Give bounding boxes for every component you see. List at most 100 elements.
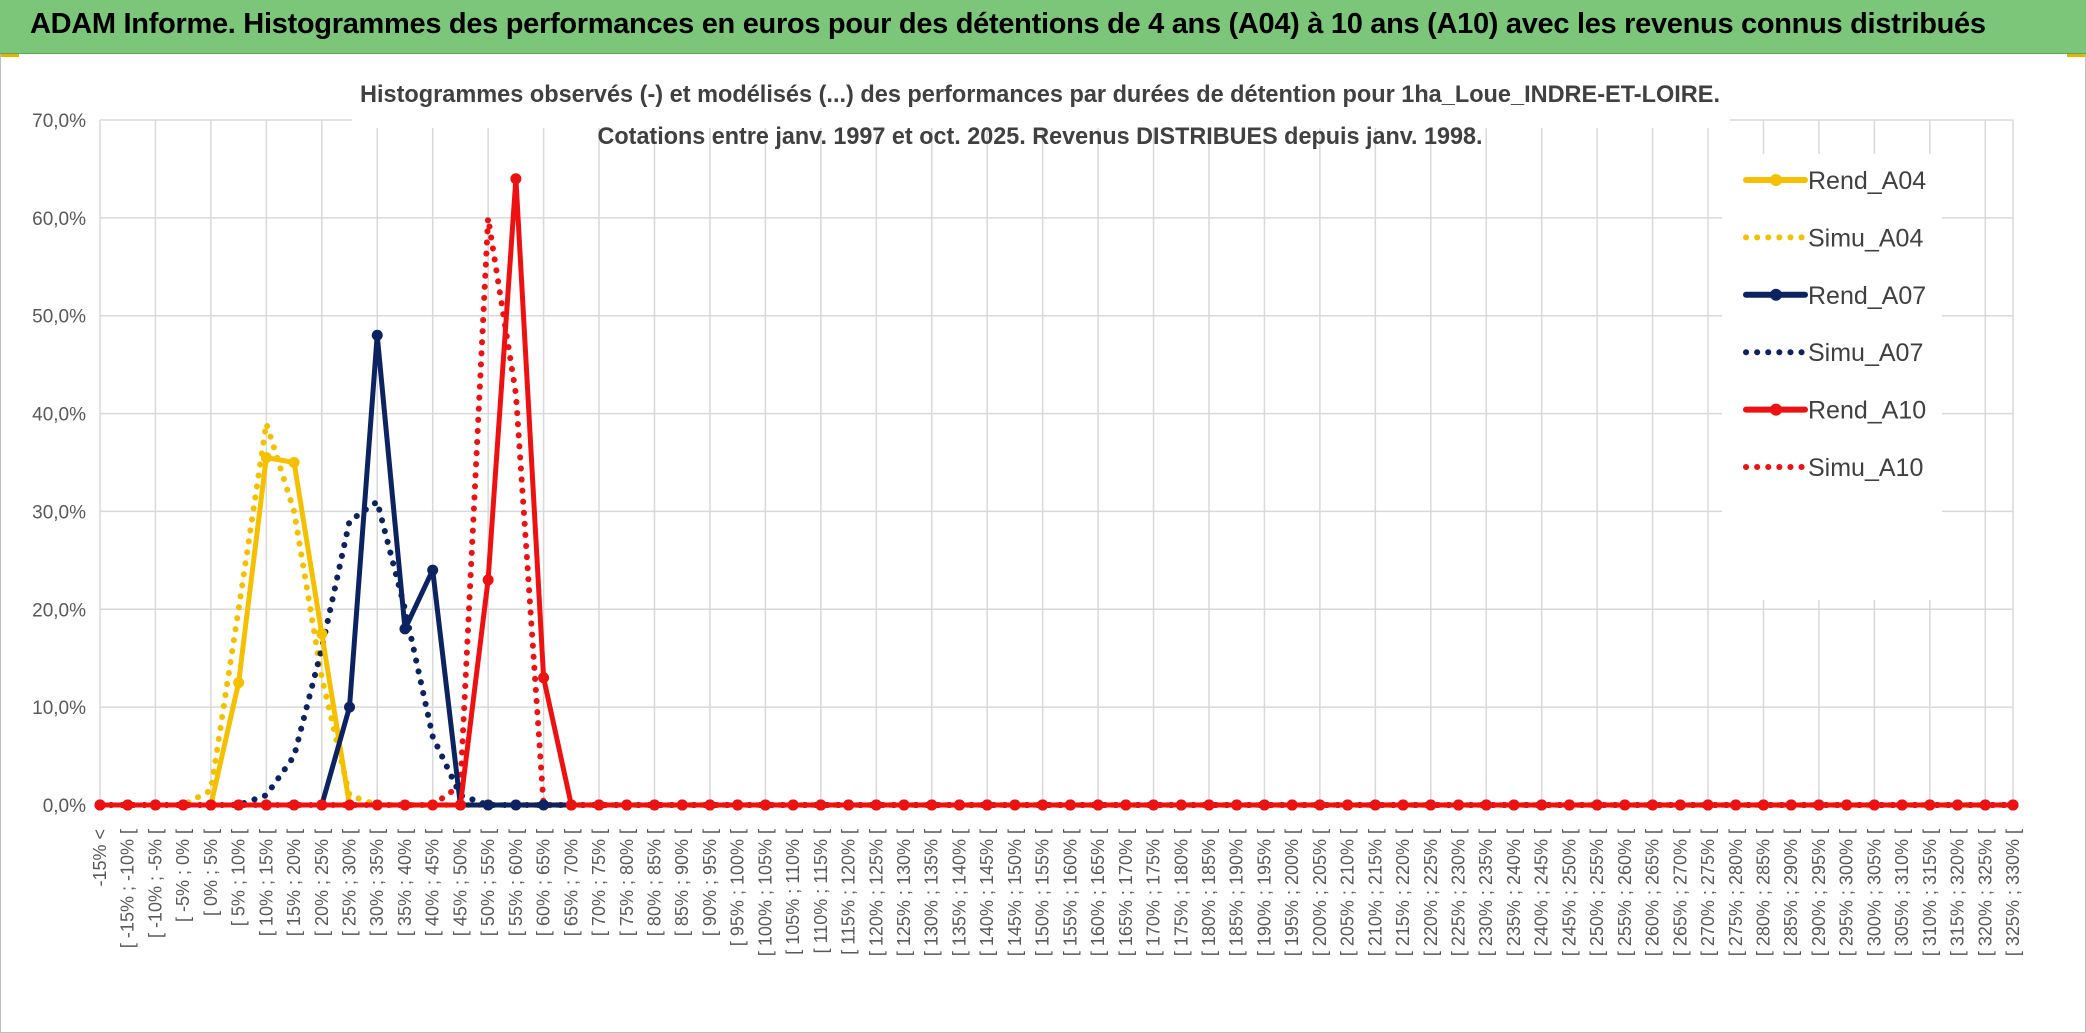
data-point: [1841, 799, 1853, 811]
data-point: [122, 799, 134, 811]
data-point: [1203, 799, 1215, 811]
data-point: [1785, 799, 1797, 811]
x-tick-label: [ 320% ; 325% [: [1975, 829, 1995, 956]
x-tick-label: [ 195% ; 200% [: [1282, 829, 1302, 956]
data-point: [1730, 799, 1742, 811]
data-point: [371, 799, 383, 811]
x-tick-label: [ 215% ; 220% [: [1393, 829, 1413, 956]
x-tick-label: [ 295% ; 300% [: [1837, 829, 1857, 956]
data-point: [1037, 799, 1049, 811]
data-point: [1979, 799, 1991, 811]
data-point: [399, 623, 411, 635]
data-point: [344, 799, 356, 811]
x-tick-label: [ 30% ; 35% [: [367, 829, 387, 936]
data-point: [94, 799, 106, 811]
data-point: [732, 799, 744, 811]
data-point: [177, 799, 189, 811]
data-point: [926, 799, 938, 811]
legend-swatch-marker: [1770, 403, 1782, 416]
legend-label: Simu_A04: [1808, 224, 1923, 252]
x-tick-label: [ 65% ; 70% [: [561, 829, 581, 936]
x-tick-label: [ -15% ; -10% [: [118, 829, 138, 948]
data-point: [1397, 799, 1409, 811]
y-tick-label: 30,0%: [32, 502, 86, 523]
data-point: [1536, 799, 1548, 811]
y-tick-label: 40,0%: [32, 405, 86, 426]
x-axis-ticks: -15% < [ -15% ; -10% [[ -10% ; -5% [[ -5%…: [90, 829, 2023, 956]
data-point: [205, 799, 217, 811]
x-tick-label: [ 250% ; 255% [: [1587, 829, 1607, 956]
x-tick-label: [ 70% ; 75% [: [589, 829, 609, 936]
x-tick-label: [ 325% ; 330% [: [2003, 829, 2023, 956]
data-point: [593, 799, 605, 811]
legend-label: Simu_A07: [1808, 339, 1923, 367]
y-tick-label: 60,0%: [32, 209, 86, 230]
legend-label: Rend_A10: [1808, 397, 1926, 425]
data-point: [898, 799, 910, 811]
legend-swatch-marker: [1770, 174, 1782, 186]
x-tick-label: [ 55% ; 60% [: [506, 829, 526, 936]
data-point: [538, 672, 550, 684]
x-tick-label: [ 310% ; 315% [: [1920, 829, 1940, 956]
corner-marker-left: [1, 53, 19, 57]
x-tick-label: [ 110% ; 115% [: [811, 829, 831, 953]
data-point: [454, 799, 466, 811]
chart-title: Histogrammes observés (-) et modélisés (…: [352, 64, 1730, 150]
legend-label: Rend_A04: [1808, 167, 1926, 195]
x-tick-label: [ 90% ; 95% [: [700, 829, 720, 936]
data-point: [260, 799, 272, 811]
x-tick-label: [ 20% ; 25% [: [312, 829, 332, 936]
data-point: [482, 574, 494, 586]
x-tick-label: [ 165% ; 170% [: [1116, 829, 1136, 956]
legend-swatch-marker: [1770, 288, 1782, 301]
data-point: [316, 799, 328, 811]
x-tick-label: [ 10% ; 15% [: [256, 829, 276, 936]
x-tick-label: [ 115% ; 120% [: [839, 829, 859, 955]
data-point: [1480, 799, 1492, 811]
data-point: [1813, 799, 1825, 811]
y-axis-ticks: 0,0% 10,0% 20,0% 30,0% 40,0% 50,0% 60,0% 70,0%: [32, 111, 86, 817]
x-tick-label: [ 135% ; 140% [: [949, 829, 969, 956]
x-tick-label: [ 25% ; 30% [: [340, 829, 360, 936]
legend-entry-rend-a07: Rend_A07: [1743, 282, 1926, 310]
data-point: [676, 799, 688, 811]
data-point: [427, 799, 439, 811]
x-tick-label: [ 285% ; 290% [: [1781, 829, 1801, 956]
x-tick-label: [ 185% ; 190% [: [1227, 829, 1247, 956]
x-tick-label: [ 225% ; 230% [: [1449, 829, 1469, 956]
x-tick-label: [ 105% ; 110% [: [783, 829, 803, 955]
x-tick-label: [ 315% ; 320% [: [1948, 829, 1968, 956]
y-tick-label: 10,0%: [32, 698, 86, 719]
data-point: [1175, 799, 1187, 811]
data-point: [260, 452, 272, 464]
data-point: [149, 799, 161, 811]
data-point: [1342, 799, 1354, 811]
data-point: [759, 799, 771, 811]
x-tick-label: [ 75% ; 80% [: [617, 829, 637, 936]
x-tick-label: [ 180% ; 185% [: [1199, 829, 1219, 956]
data-point: [1896, 799, 1908, 811]
data-point: [344, 701, 356, 713]
data-point: [1148, 799, 1160, 811]
x-tick-label: [ 130% ; 135% [: [922, 829, 942, 956]
data-point: [538, 799, 550, 811]
data-point: [648, 799, 660, 811]
y-tick-label: 20,0%: [32, 600, 86, 621]
data-point: [704, 799, 716, 811]
x-tick-label: [ 305% ; 310% [: [1892, 829, 1912, 956]
data-point: [787, 799, 799, 811]
data-point: [1425, 799, 1437, 811]
y-tick-label: 70,0%: [32, 111, 86, 132]
performance-histogram-chart: 0,0%10,0%20,0%30,0%40,0%50,0%60,0%70,0% …: [32, 64, 2023, 956]
data-point: [1369, 799, 1381, 811]
x-tick-label: [ 245% ; 250% [: [1559, 829, 1579, 956]
series-layer: [94, 173, 2019, 811]
legend: Rend_A04 Simu_A04 Rend_A07 Simu_A07 Rend_A10…: [1722, 154, 1942, 600]
data-point: [288, 799, 300, 811]
x-tick-label: [ 40% ; 45% [: [423, 829, 443, 936]
x-tick-label: [ 125% ; 130% [: [894, 829, 914, 956]
series-line-rend-a10: [97, 176, 2016, 808]
x-tick-label: [ 210% ; 215% [: [1365, 829, 1385, 956]
x-tick-label: [ 270% ; 275% [: [1698, 829, 1718, 956]
corner-marker-right: [2067, 53, 2085, 57]
